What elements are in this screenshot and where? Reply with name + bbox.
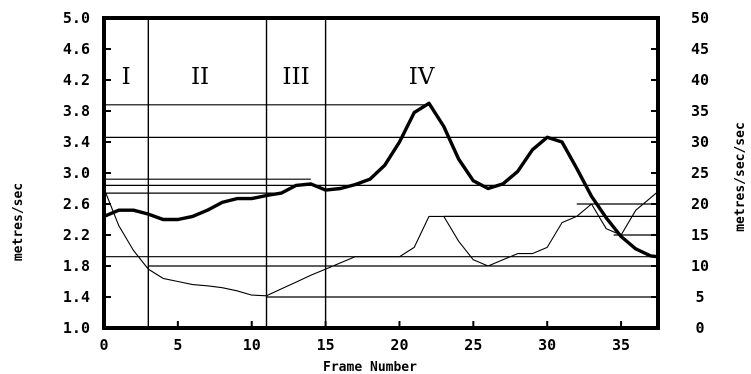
x-tick-label: 0 bbox=[99, 336, 108, 354]
reference-lines bbox=[104, 104, 658, 298]
left-y-tick-label: 3.8 bbox=[63, 102, 90, 120]
right-y-tick-label: 35 bbox=[691, 102, 709, 120]
left-y-tick-label: 4.6 bbox=[63, 40, 90, 58]
right-y-tick-label: 0 bbox=[695, 319, 704, 337]
left-axis-title: metres/sec bbox=[11, 183, 26, 261]
right-axis-title: metres/sec/sec bbox=[733, 122, 748, 232]
left-y-tick-label: 3.0 bbox=[63, 164, 90, 182]
right-y-tick-label: 25 bbox=[691, 164, 709, 182]
acceleration-line bbox=[103, 188, 659, 297]
right-y-tick-label: 20 bbox=[691, 195, 709, 213]
left-y-tick-label: 3.4 bbox=[63, 133, 90, 151]
left-y-tick-label: 1.4 bbox=[63, 288, 90, 306]
x-tick-label: 35 bbox=[612, 336, 630, 354]
right-y-tick-label: 50 bbox=[691, 9, 709, 27]
x-tick-label: 15 bbox=[317, 336, 335, 354]
x-axis-title: Frame Number bbox=[323, 360, 417, 374]
phase-label: III bbox=[282, 64, 309, 90]
velocity-line bbox=[103, 101, 659, 259]
right-y-tick-label: 30 bbox=[691, 133, 709, 151]
phase-label: IV bbox=[409, 64, 435, 90]
right-y-tick-label: 45 bbox=[691, 40, 709, 58]
data-series bbox=[103, 101, 659, 297]
phase-label: II bbox=[191, 64, 209, 90]
plot-frame bbox=[102, 16, 660, 330]
phase-dividers bbox=[147, 18, 327, 328]
left-y-tick-label: 5.0 bbox=[63, 9, 90, 27]
x-tick-label: 25 bbox=[464, 336, 482, 354]
left-y-tick-label: 2.2 bbox=[63, 226, 90, 244]
left-y-tick-label: 1.0 bbox=[63, 319, 90, 337]
x-tick-label: 10 bbox=[243, 336, 261, 354]
left-y-tick-label: 4.2 bbox=[63, 71, 90, 89]
right-y-tick-label: 5 bbox=[695, 288, 704, 306]
right-y-tick-label: 15 bbox=[691, 226, 709, 244]
left-y-tick-label: 1.8 bbox=[63, 257, 90, 275]
x-tick-label: 5 bbox=[173, 336, 182, 354]
x-tick-label: 30 bbox=[538, 336, 556, 354]
phase-label: I bbox=[122, 64, 131, 90]
x-tick-label: 20 bbox=[390, 336, 408, 354]
phase-labels: I II III IV bbox=[122, 64, 435, 90]
ticks: 0 5 10 15 20 25 30 35 1.0 1.4 1.8 2.2 2.6 3.0 3.4 3.8 4.… bbox=[63, 9, 709, 354]
left-y-tick-label: 2.6 bbox=[63, 195, 90, 213]
right-y-tick-label: 10 bbox=[691, 257, 709, 275]
right-y-tick-label: 40 bbox=[691, 71, 709, 89]
